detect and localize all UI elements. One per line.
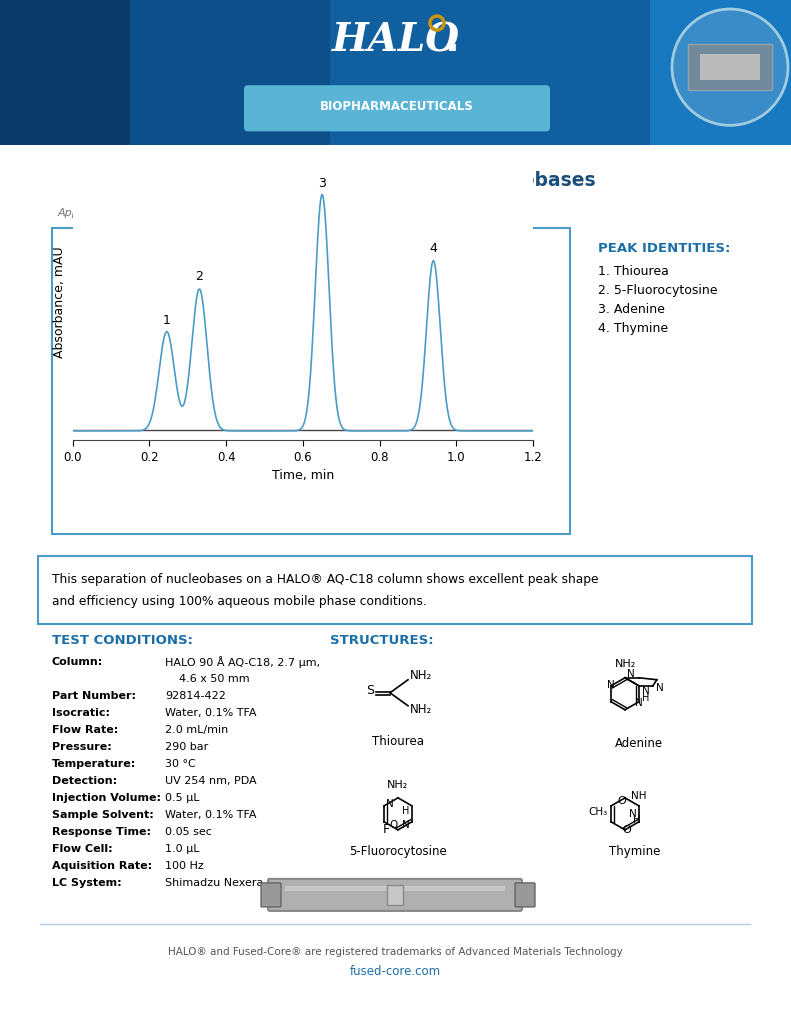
- Text: Sample Solvent:: Sample Solvent:: [52, 810, 153, 820]
- Text: Temperature:: Temperature:: [52, 759, 136, 769]
- Text: O: O: [390, 820, 398, 829]
- Text: HALO® AQ-C18 Separation of Nucleobases: HALO® AQ-C18 Separation of Nucleobases: [145, 171, 596, 189]
- Text: .: .: [445, 22, 460, 59]
- Bar: [130, 0, 330, 145]
- Text: 0.5 μL: 0.5 μL: [165, 793, 199, 803]
- Text: H: H: [403, 806, 410, 816]
- Circle shape: [672, 9, 788, 125]
- Text: 5-Fluorocytosine: 5-Fluorocytosine: [349, 846, 447, 858]
- Text: 3: 3: [318, 177, 326, 189]
- Text: 1.0 μL: 1.0 μL: [165, 844, 199, 854]
- Text: NH₂: NH₂: [410, 670, 432, 682]
- Text: Shimadzu Nexera X2: Shimadzu Nexera X2: [165, 878, 282, 888]
- Text: S: S: [366, 684, 374, 697]
- Text: N: N: [627, 669, 634, 679]
- Text: Isocratic:: Isocratic:: [52, 708, 110, 718]
- Text: HALO® and Fused-Core® are registered trademarks of Advanced Materials Technology: HALO® and Fused-Core® are registered tra…: [168, 947, 623, 957]
- Text: Thymine: Thymine: [609, 846, 660, 858]
- Text: Part Number:: Part Number:: [52, 691, 136, 700]
- Text: O: O: [617, 796, 626, 806]
- Text: Flow Rate:: Flow Rate:: [52, 725, 118, 735]
- Text: N: N: [607, 680, 615, 690]
- Text: N: N: [402, 820, 410, 829]
- Text: 4: 4: [430, 242, 437, 255]
- Text: Water, 0.1% TFA: Water, 0.1% TFA: [165, 810, 256, 820]
- FancyBboxPatch shape: [244, 85, 550, 131]
- FancyBboxPatch shape: [268, 879, 522, 911]
- Text: This separation of nucleobases on a HALO® AQ-C18 column shows excellent peak sha: This separation of nucleobases on a HALO…: [52, 573, 599, 586]
- Text: F: F: [383, 823, 390, 837]
- Text: BIOPHARMACEUTICALS: BIOPHARMACEUTICALS: [320, 99, 474, 113]
- Text: Aquisition Rate:: Aquisition Rate:: [52, 861, 152, 870]
- Text: 290 bar: 290 bar: [165, 741, 208, 752]
- Text: UV 254 nm, PDA: UV 254 nm, PDA: [165, 776, 256, 785]
- Text: 4.6 x 50 mm: 4.6 x 50 mm: [165, 674, 250, 684]
- Text: Pressure:: Pressure:: [52, 741, 112, 752]
- Text: 1. Thiourea: 1. Thiourea: [598, 265, 669, 278]
- Text: H: H: [634, 815, 641, 825]
- Text: N: N: [642, 686, 649, 695]
- Text: H: H: [642, 693, 649, 702]
- FancyBboxPatch shape: [515, 883, 535, 907]
- Text: 0.05 sec: 0.05 sec: [165, 826, 212, 837]
- Text: Thiourea: Thiourea: [372, 735, 424, 749]
- Text: and efficiency using 100% aqueous mobile phase conditions.: and efficiency using 100% aqueous mobile…: [52, 595, 427, 608]
- Bar: [650, 0, 791, 145]
- FancyBboxPatch shape: [261, 883, 281, 907]
- Bar: [0, 0, 130, 145]
- Text: CH₃: CH₃: [588, 807, 607, 817]
- Bar: [700, 54, 760, 80]
- Text: Injection Volume:: Injection Volume:: [52, 793, 161, 803]
- Text: 30 °C: 30 °C: [165, 759, 195, 769]
- Text: O: O: [622, 825, 631, 835]
- Text: TEST CONDITIONS:: TEST CONDITIONS:: [52, 634, 193, 647]
- Text: 2.0 mL/min: 2.0 mL/min: [165, 725, 229, 735]
- Text: HALO: HALO: [332, 22, 460, 59]
- Text: Response Time:: Response Time:: [52, 826, 151, 837]
- Text: NH₂: NH₂: [615, 658, 636, 669]
- Text: Application Note 158-NU: Application Note 158-NU: [58, 209, 195, 218]
- Text: 4. Thymine: 4. Thymine: [598, 322, 668, 335]
- Text: HALO 90 Å AQ-C18, 2.7 μm,: HALO 90 Å AQ-C18, 2.7 μm,: [165, 655, 320, 668]
- Y-axis label: Absorbance, mAU: Absorbance, mAU: [53, 246, 66, 358]
- Bar: [285, 886, 505, 891]
- Text: 1: 1: [163, 314, 171, 327]
- Text: LC System:: LC System:: [52, 878, 122, 888]
- Text: 3. Adenine: 3. Adenine: [598, 303, 665, 316]
- Bar: [38, 556, 752, 624]
- Text: 2: 2: [195, 270, 203, 284]
- Text: 100 Hz: 100 Hz: [165, 861, 204, 870]
- Text: N: N: [386, 799, 394, 809]
- Text: Detection:: Detection:: [52, 776, 117, 785]
- Text: Column:: Column:: [52, 656, 104, 667]
- Text: 2. 5-Fluorocytosine: 2. 5-Fluorocytosine: [598, 284, 717, 297]
- Text: 92814-422: 92814-422: [165, 691, 226, 700]
- Text: fused-core.com: fused-core.com: [350, 966, 441, 979]
- Text: N: N: [629, 809, 637, 819]
- Text: NH₂: NH₂: [410, 703, 432, 717]
- Bar: [387, 885, 403, 905]
- Text: N: N: [656, 683, 664, 693]
- Bar: [52, 228, 570, 534]
- Text: PEAK IDENTITIES:: PEAK IDENTITIES:: [598, 242, 730, 255]
- Text: STRUCTURES:: STRUCTURES:: [330, 634, 433, 647]
- X-axis label: Time, min: Time, min: [272, 469, 334, 482]
- Text: Adenine: Adenine: [615, 737, 663, 751]
- Text: Flow Cell:: Flow Cell:: [52, 844, 112, 854]
- Text: N: N: [635, 697, 643, 708]
- Bar: [688, 44, 772, 90]
- Text: NH₂: NH₂: [388, 780, 409, 790]
- Text: NH: NH: [631, 791, 646, 801]
- Text: Water, 0.1% TFA: Water, 0.1% TFA: [165, 708, 256, 718]
